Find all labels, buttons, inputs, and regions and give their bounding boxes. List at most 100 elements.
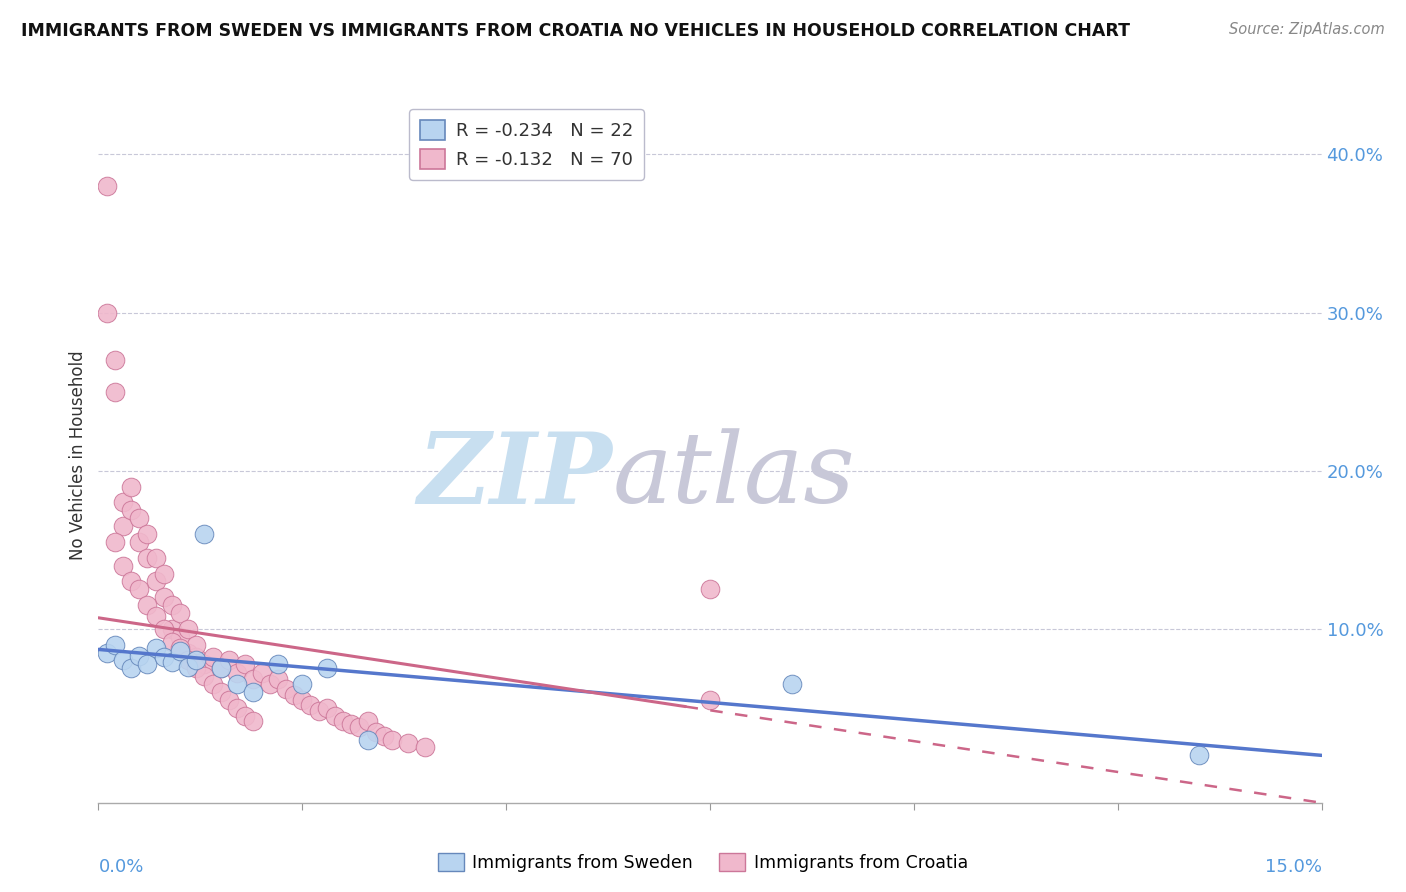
Point <box>315 701 337 715</box>
Point <box>267 657 290 671</box>
Point <box>169 630 191 644</box>
Point <box>169 640 191 655</box>
Point <box>274 681 297 696</box>
Point <box>136 657 159 671</box>
Point <box>218 653 240 667</box>
Point <box>699 582 721 597</box>
Text: atlas: atlas <box>612 428 855 524</box>
Point <box>291 677 314 691</box>
Point <box>267 673 290 687</box>
Point <box>120 503 142 517</box>
Point <box>104 384 127 399</box>
Point <box>323 708 346 723</box>
Point <box>381 732 404 747</box>
Point <box>233 708 256 723</box>
Point <box>104 534 127 549</box>
Point <box>177 660 200 674</box>
Point <box>96 646 118 660</box>
Point <box>291 693 314 707</box>
Point <box>340 716 363 731</box>
Text: 0.0%: 0.0% <box>98 858 143 876</box>
Point <box>104 638 127 652</box>
Point <box>177 646 200 660</box>
Point <box>169 606 191 620</box>
Point <box>145 550 167 565</box>
Point <box>699 693 721 707</box>
Point <box>120 479 142 493</box>
Point <box>242 714 264 728</box>
Point <box>136 598 159 612</box>
Point <box>193 669 215 683</box>
Point <box>120 574 142 589</box>
Point <box>111 653 134 667</box>
Text: ZIP: ZIP <box>418 427 612 524</box>
Point <box>356 714 378 728</box>
Point <box>186 650 208 665</box>
Point <box>413 740 436 755</box>
Point <box>152 566 174 581</box>
Point <box>209 685 232 699</box>
Point <box>96 179 118 194</box>
Point <box>145 609 167 624</box>
Point <box>396 736 419 750</box>
Point <box>145 574 167 589</box>
Point <box>111 519 134 533</box>
Point <box>250 666 273 681</box>
Point <box>145 640 167 655</box>
Point <box>226 701 249 715</box>
Point <box>283 688 305 702</box>
Text: Source: ZipAtlas.com: Source: ZipAtlas.com <box>1229 22 1385 37</box>
Point <box>152 622 174 636</box>
Point <box>1188 748 1211 763</box>
Text: IMMIGRANTS FROM SWEDEN VS IMMIGRANTS FROM CROATIA NO VEHICLES IN HOUSEHOLD CORRE: IMMIGRANTS FROM SWEDEN VS IMMIGRANTS FRO… <box>21 22 1130 40</box>
Point <box>308 704 330 718</box>
Point <box>186 638 208 652</box>
Point <box>349 720 371 734</box>
Point <box>226 666 249 681</box>
Point <box>233 657 256 671</box>
Point <box>193 657 215 671</box>
Point <box>356 732 378 747</box>
Point <box>242 673 264 687</box>
Point <box>177 653 200 667</box>
Point <box>332 714 354 728</box>
Point <box>136 527 159 541</box>
Point <box>299 698 322 712</box>
Point <box>152 650 174 665</box>
Point <box>160 598 183 612</box>
Point <box>186 653 208 667</box>
Point <box>136 550 159 565</box>
Point <box>201 677 224 691</box>
Point <box>128 534 150 549</box>
Point <box>186 661 208 675</box>
Point <box>96 305 118 319</box>
Point <box>111 558 134 573</box>
Point <box>218 693 240 707</box>
Point <box>104 353 127 368</box>
Point <box>160 655 183 669</box>
Point <box>209 661 232 675</box>
Point <box>226 677 249 691</box>
Text: 15.0%: 15.0% <box>1264 858 1322 876</box>
Point <box>315 661 337 675</box>
Point <box>111 495 134 509</box>
Point <box>128 511 150 525</box>
Point <box>128 582 150 597</box>
Point <box>242 685 264 699</box>
Point <box>160 634 183 648</box>
Point <box>780 677 803 691</box>
Point <box>169 644 191 658</box>
Legend: R = -0.234   N = 22, R = -0.132   N = 70: R = -0.234 N = 22, R = -0.132 N = 70 <box>409 109 644 179</box>
Point <box>128 648 150 663</box>
Point <box>364 724 387 739</box>
Point <box>373 730 395 744</box>
Point <box>193 527 215 541</box>
Point <box>152 591 174 605</box>
Legend: Immigrants from Sweden, Immigrants from Croatia: Immigrants from Sweden, Immigrants from … <box>430 847 976 879</box>
Point <box>177 622 200 636</box>
Point <box>160 622 183 636</box>
Point <box>201 650 224 665</box>
Y-axis label: No Vehicles in Household: No Vehicles in Household <box>69 350 87 560</box>
Point <box>120 661 142 675</box>
Point <box>209 661 232 675</box>
